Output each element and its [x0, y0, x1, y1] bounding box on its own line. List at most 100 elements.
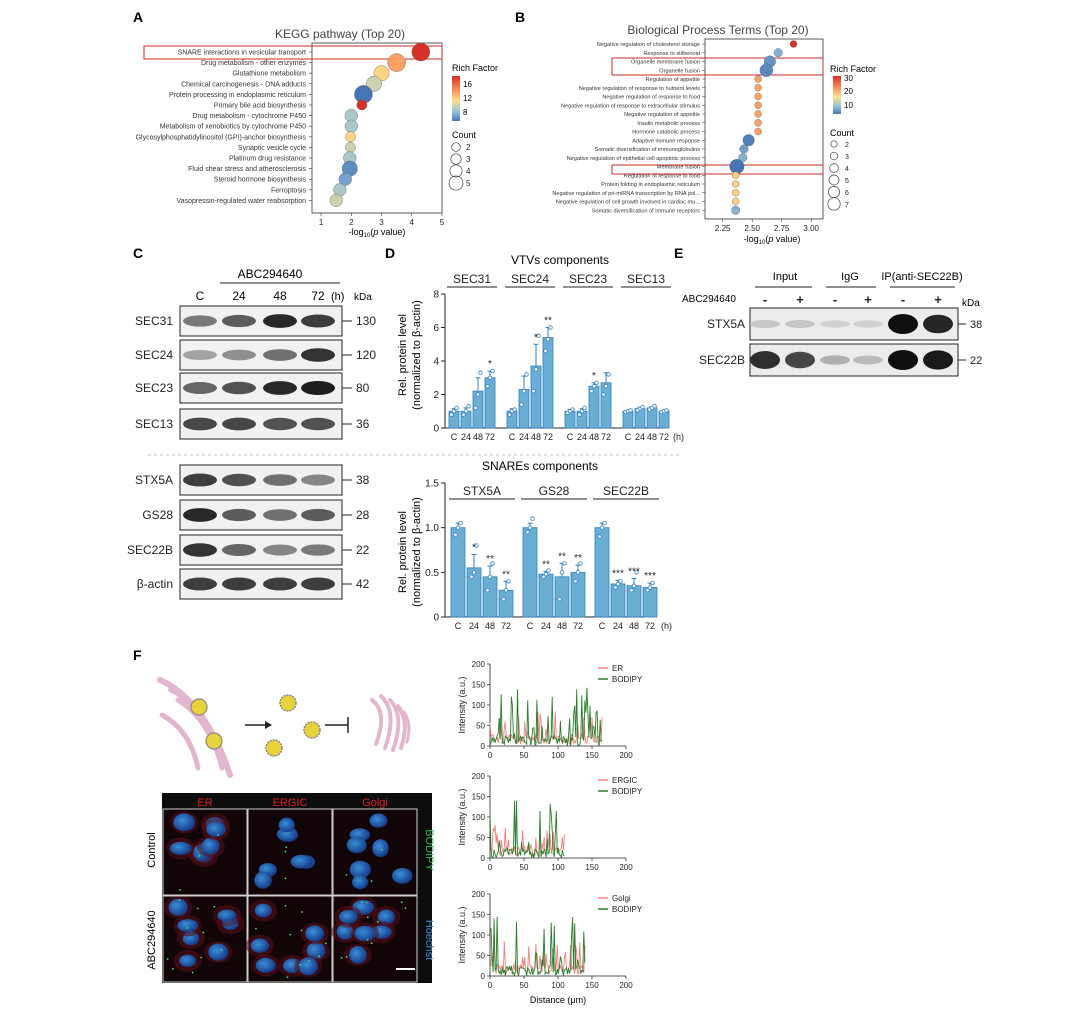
panel-d-data-point [512, 407, 517, 412]
panel-d-x-tick-label: 24 [541, 621, 551, 631]
panel-a-term-label: Metabolism of xenobiotics by cytochrome … [160, 124, 306, 131]
panel-d-x-tick-label: 72 [573, 621, 583, 631]
panel-b-count-legend-circle [830, 140, 838, 148]
panel-b-count-legend-circle [828, 186, 840, 198]
panel-d-data-point [634, 570, 639, 575]
panel-b-term-label: Negative regulation of cholesterol stora… [597, 42, 700, 48]
panel-f-y-tick-label: 50 [476, 952, 485, 961]
microscopy-bodipy-dot [318, 955, 320, 958]
panel-a-bubble [411, 42, 431, 62]
panel-f-column-label: ERGIC [273, 797, 308, 809]
panel-a-term-label: Synaptic vesicle cycle [238, 145, 306, 152]
panel-d-data-point [454, 405, 459, 411]
panel-d-x-tick-label: 48 [473, 432, 483, 442]
panel-d-data-point [562, 561, 567, 566]
panel-c-treatment-label: ABC294640 [238, 267, 303, 281]
panel-f-y-tick-label: 50 [476, 834, 485, 843]
panel-c-kda-value: 28 [356, 508, 370, 522]
microscopy-bodipy-dot [366, 938, 369, 941]
panel-d-data-point [485, 588, 490, 593]
microscopy-bodipy-dot [284, 904, 287, 907]
panel-d-data-point [463, 409, 469, 414]
panel-e-band [820, 355, 850, 365]
panel-d-top-title: VTVs components [511, 253, 609, 267]
panel-b-bubble [729, 159, 745, 174]
panel-f-y-tick-label: 0 [481, 972, 486, 981]
panel-b-x-tick-label: 2.25 [715, 224, 731, 233]
panel-a-term-label: Primary bile acid biosynthesis [214, 103, 307, 110]
panel-d-x-tick-label: 72 [485, 432, 495, 442]
panel-a-plot-frame [311, 42, 443, 214]
panel-f-y-tick-label: 150 [472, 911, 486, 920]
panel-b-term-label: Membrane fusion [657, 165, 700, 171]
panel-b-count-legend-circle [829, 163, 839, 173]
panel-d-significance: * [534, 332, 538, 343]
microscopy-bodipy-dot [255, 927, 257, 930]
panel-e-kda-value: 38 [970, 319, 982, 331]
panel-f-x-tick-label: 100 [551, 751, 565, 760]
panel-c-band [222, 577, 256, 591]
panel-c-blot-label: SEC13 [135, 417, 173, 431]
panel-d-x-tick-label: C [567, 432, 574, 442]
panel-d-data-point [602, 521, 607, 526]
panel-a-count-legend-label: 2 [466, 143, 471, 152]
panel-d-bar [518, 389, 530, 429]
panel-d-x-tick-label: C [599, 621, 606, 631]
panel-c-band [183, 473, 217, 487]
panel-d-group-label: GS28 [539, 484, 570, 498]
panel-b-x-axis-label: -log10(p value) [744, 234, 801, 246]
microscopy-bodipy-dot [171, 967, 174, 970]
microscopy-bodipy-dot [370, 880, 373, 882]
panel-d-significance: * [472, 542, 476, 553]
panel-b-term-label: Negative regulation of pri-miRNA transcr… [552, 191, 700, 197]
panel-c-lane-label: 24 [232, 289, 246, 303]
panel-b-term-label: Organelle fusion [659, 68, 700, 74]
panel-f-y-tick-label: 0 [481, 742, 486, 751]
microscopy-bodipy-dot [178, 899, 181, 901]
panel-c-blot-label: GS28 [142, 508, 173, 522]
panel-c-band [263, 474, 297, 486]
panel-b-count-legend-label: 2 [845, 142, 849, 149]
panel-d-x-tick-label: 24 [613, 621, 623, 631]
panel-d-x-tick-label: C [625, 432, 632, 442]
panel-d-x-tick-label: C [455, 621, 462, 631]
panel-f-legend-label: BODIPY [612, 905, 643, 914]
panel-a-term-label: Vasopressin-regulated water reabsorption [177, 198, 307, 205]
microscopy-bodipy-dot [220, 948, 223, 951]
panel-d-y-tick-label: 1.0 [425, 523, 439, 534]
panel-d-data-point [524, 372, 529, 377]
panel-d-data-point [545, 337, 551, 342]
panel-d-x-tick-label: 48 [647, 432, 657, 442]
panel-c-band [183, 417, 217, 431]
panel-b-x-tick-label: 2.50 [744, 224, 760, 233]
panel-f-x-tick-label: 0 [488, 981, 493, 990]
panel-b-term-label: Protein folding in endoplasmic reticulum [601, 182, 700, 188]
panel-d: VTVs components SNAREs components Rel. p… [397, 253, 684, 631]
microscopy-nucleus [254, 871, 272, 889]
panel-f-x-tick-label: 50 [520, 863, 529, 872]
panel-d-data-point [475, 392, 481, 397]
panel-e-band [888, 314, 918, 334]
panel-c-band [222, 544, 256, 556]
microscopy-bodipy-dot [202, 931, 205, 934]
microscopy-bodipy-dot [166, 958, 169, 960]
microscopy-bodipy-dot [340, 956, 343, 959]
panel-d-bar [522, 527, 538, 618]
panel-b-count-legend: 2 3 4 5 6 7 [827, 140, 849, 211]
panel-d-ylabel-line1: Rel. protein level [397, 511, 409, 593]
panel-e-blots: STX5A 38 SEC22B 22 [699, 307, 982, 377]
panel-d-y-tick-label: 6 [433, 323, 439, 334]
panel-a-legend-rich-tick: 12 [463, 94, 472, 103]
microscopy-nucleus [338, 910, 358, 924]
microscopy-bodipy-dot [380, 848, 383, 851]
panel-b-bubble [731, 180, 740, 188]
panel-b-term-label: Organelle membrane fusion [631, 60, 700, 66]
panel-e-sign: - [763, 292, 767, 307]
panel-d-x-tick-label: 72 [645, 621, 655, 631]
panel-c-blots: SEC31 130 SEC24 120 SEC23 80 SEC13 36 STX5A 38 GS2… [127, 305, 376, 600]
panel-letter-a: A [133, 9, 143, 25]
panel-e-sign: + [864, 292, 872, 307]
panel-a-term-label: Steroid hormone biosynthesis [214, 177, 307, 184]
panel-b-bubble [731, 197, 740, 206]
panel-f-y-tick-label: 150 [472, 793, 486, 802]
